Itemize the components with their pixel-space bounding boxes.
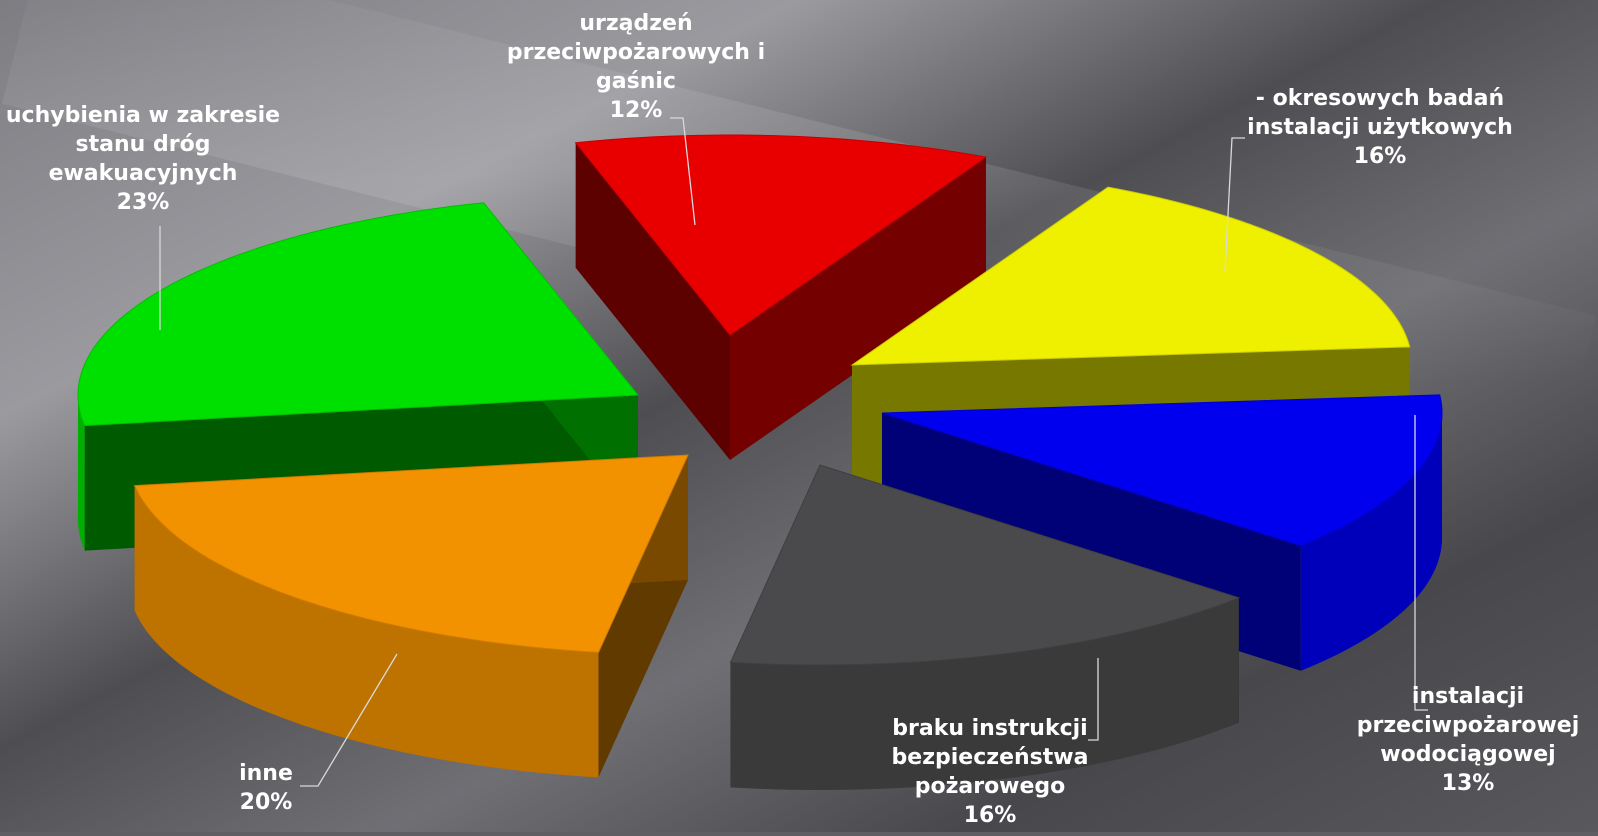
slice-label-3: instalacji przeciwpożarowej wodociągowej 13… <box>1357 684 1580 796</box>
slice-label-3-line-1: instalacji <box>1412 684 1524 709</box>
pie-slice-1 <box>574 134 988 460</box>
slice-label-1-line-1: urządzeń <box>579 11 692 36</box>
pie-slice-3-rim <box>1300 411 1442 671</box>
pie-slice-6-rim <box>78 395 85 551</box>
slice-label-4-percent: 16% <box>964 803 1017 828</box>
pie-slice-4-top <box>729 464 1241 666</box>
leader-line-1 <box>670 117 696 226</box>
slice-label-6-line-1: uchybienia w zakresie <box>6 103 280 128</box>
slice-label-3-line-3: wodociągowej <box>1380 742 1555 767</box>
slice-label-2-line-1: - okresowych badań <box>1256 86 1504 111</box>
pie-slice-5-rim <box>134 485 599 778</box>
slice-label-2: - okresowych badań instalacji użytkowych 1… <box>1247 86 1513 169</box>
slice-label-6: uchybienia w zakresie stanu dróg ewakuacyj… <box>6 103 280 215</box>
slice-label-4: braku instrukcji bezpieczeństwa pożarowego… <box>892 716 1089 828</box>
leader-lines <box>159 117 1428 787</box>
slice-label-4-line-1: braku instrukcji <box>892 716 1087 741</box>
slice-label-1-percent: 12% <box>610 98 663 123</box>
pie-slice-4-rim <box>730 597 1239 790</box>
slice-label-4-line-2: bezpieczeństwa <box>892 745 1089 770</box>
leader-line-4 <box>1088 658 1099 741</box>
slice-label-6-line-3: ewakuacyjnych <box>49 161 238 186</box>
leader-line-5 <box>300 653 398 787</box>
pie-slice-5-top <box>133 454 689 653</box>
pie-slice-4 <box>729 464 1241 790</box>
leader-line-3 <box>1414 415 1428 711</box>
pie-slice-1-wall-1 <box>575 142 730 460</box>
pie-slice-3-top <box>881 394 1443 547</box>
slice-label-1-line-3: gaśnic <box>596 69 676 94</box>
slice-label-1: urządzeń przeciwpożarowych i gaśnic 12% <box>507 11 765 123</box>
slice-label-4-line-3: pożarowego <box>915 774 1066 799</box>
slice-label-1-line-2: przeciwpożarowych i <box>507 40 765 65</box>
slice-label-2-line-2: instalacji użytkowych <box>1247 115 1513 140</box>
slice-label-3-percent: 13% <box>1442 771 1495 796</box>
slice-label-5: inne 20% <box>239 761 293 815</box>
pie-slice-6-top <box>77 202 639 427</box>
pie-slice-5 <box>133 454 689 778</box>
slice-label-5-percent: 20% <box>240 790 293 815</box>
slice-label-3-line-2: przeciwpożarowej <box>1357 713 1580 738</box>
pie-slice-1-top <box>574 134 988 336</box>
slice-label-6-percent: 23% <box>117 190 170 215</box>
leader-line-2 <box>1224 137 1245 273</box>
pie-slice-1-wall-2 <box>730 157 986 460</box>
slice-label-6-line-2: stanu dróg <box>76 132 211 157</box>
pie-slices <box>77 134 1443 790</box>
slice-label-5-line-1: inne <box>239 761 293 786</box>
slice-labels: urządzeń przeciwpożarowych i gaśnic 12% - ok… <box>6 11 1579 828</box>
pie-slice-2-top <box>850 186 1411 366</box>
slice-label-2-percent: 16% <box>1354 144 1407 169</box>
